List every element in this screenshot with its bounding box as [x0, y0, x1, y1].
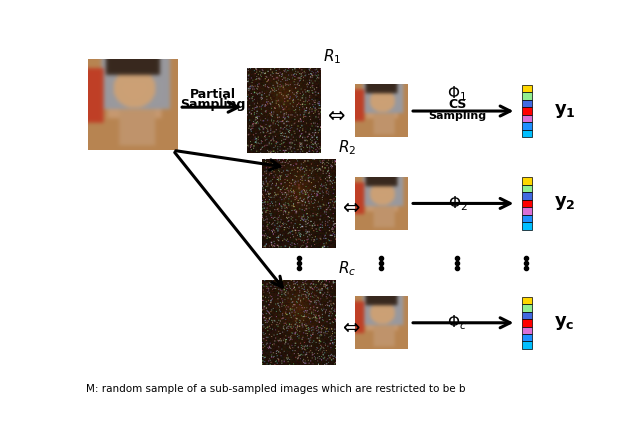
- Bar: [522, 304, 532, 312]
- Text: $R_c$: $R_c$: [338, 259, 356, 278]
- Bar: [522, 222, 532, 230]
- Text: $R_1$: $R_1$: [323, 48, 341, 66]
- Bar: [522, 200, 532, 207]
- Bar: [522, 334, 532, 341]
- Text: Sampling: Sampling: [180, 99, 246, 111]
- Text: $\Leftrightarrow$: $\Leftrightarrow$: [339, 317, 361, 337]
- Bar: [522, 319, 532, 326]
- Bar: [522, 341, 532, 349]
- Bar: [522, 297, 532, 304]
- Text: $\Phi_2$: $\Phi_2$: [447, 194, 467, 213]
- Text: $R_2$: $R_2$: [338, 139, 356, 157]
- Text: $\mathbf{y_1}$: $\mathbf{y_1}$: [554, 102, 576, 120]
- Bar: [522, 122, 532, 130]
- Bar: [522, 177, 532, 185]
- Text: $\mathbf{y_2}$: $\mathbf{y_2}$: [554, 194, 576, 212]
- Text: $\Leftrightarrow$: $\Leftrightarrow$: [323, 105, 346, 125]
- Bar: [522, 115, 532, 122]
- Bar: [522, 185, 532, 192]
- Text: Sampling: Sampling: [428, 111, 486, 121]
- Bar: [522, 100, 532, 107]
- Bar: [522, 192, 532, 200]
- Text: $\Leftrightarrow$: $\Leftrightarrow$: [339, 197, 361, 217]
- Bar: [522, 107, 532, 115]
- Text: $\Phi_1$: $\Phi_1$: [447, 85, 467, 103]
- Bar: [522, 130, 532, 137]
- Bar: [522, 214, 532, 222]
- Bar: [522, 312, 532, 319]
- Bar: [522, 326, 532, 334]
- Text: Partial: Partial: [190, 87, 236, 101]
- Text: M: random sample of a sub-sampled images which are restricted to be b: M: random sample of a sub-sampled images…: [86, 384, 466, 394]
- Bar: [522, 92, 532, 100]
- Text: $\mathbf{y_c}$: $\mathbf{y_c}$: [554, 314, 575, 332]
- Bar: [522, 85, 532, 92]
- Bar: [522, 207, 532, 214]
- Text: CS: CS: [448, 99, 467, 111]
- Text: $\Phi_c$: $\Phi_c$: [447, 313, 467, 332]
